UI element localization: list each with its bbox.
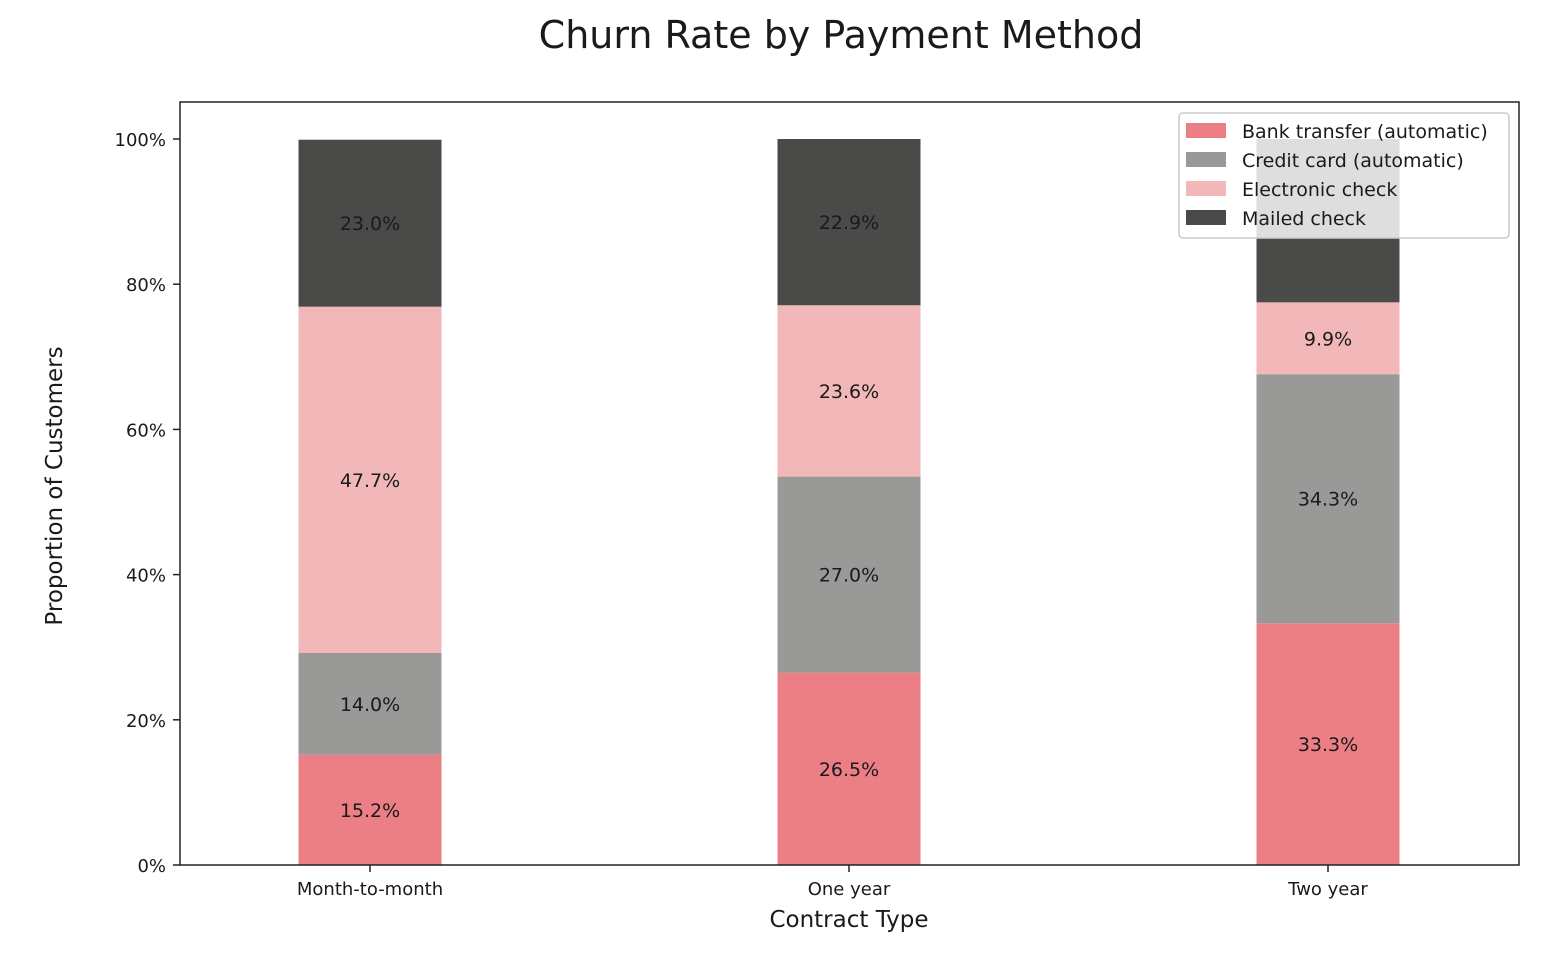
y-tick-label: 60% xyxy=(126,420,166,441)
y-tick-label: 40% xyxy=(126,566,166,587)
legend-swatch xyxy=(1186,181,1226,196)
bar-segment-one-year-0 xyxy=(777,672,921,865)
bar-segment-two-year-1 xyxy=(1256,374,1400,624)
y-axis-label: Proportion of Customers xyxy=(42,346,68,625)
legend-box xyxy=(1178,112,1510,239)
x-tick-label: Two year xyxy=(1287,879,1368,900)
chart-title: Churn Rate by Payment Method xyxy=(539,13,1144,57)
legend-swatch xyxy=(1186,123,1226,138)
bar-segment-month-to-month-3 xyxy=(298,139,442,307)
data-label: 23.6% xyxy=(819,381,879,403)
data-label: 9.9% xyxy=(1304,328,1352,350)
data-label: 15.2% xyxy=(340,800,400,822)
bar-segment-two-year-2 xyxy=(1256,302,1400,375)
bar-segment-month-to-month-1 xyxy=(298,653,442,755)
y-tick-label: 20% xyxy=(126,711,166,732)
legend-swatch xyxy=(1186,152,1226,167)
bar-segment-month-to-month-2 xyxy=(298,306,442,654)
legend-label: Bank transfer (automatic) xyxy=(1242,121,1488,143)
data-label: 14.0% xyxy=(340,694,400,716)
bar-segment-two-year-0 xyxy=(1256,623,1400,865)
legend: Bank transfer (automatic) Credit card (au… xyxy=(1178,112,1510,239)
data-label: 27.0% xyxy=(819,565,879,587)
legend-label: Electronic check xyxy=(1242,179,1397,201)
y-tick-label: 80% xyxy=(126,275,166,296)
plot-area: 15.2% 14.0% 47.7% 23.0% 26.5% 27.0% 23.6% 22.9%… xyxy=(115,101,1520,900)
legend-label: Credit card (automatic) xyxy=(1242,150,1464,172)
y-tick-label: 100% xyxy=(115,130,166,151)
data-label: 26.5% xyxy=(819,759,879,781)
data-label: 23.0% xyxy=(340,213,400,235)
data-label: 34.3% xyxy=(1298,489,1358,511)
bar-segment-month-to-month-0 xyxy=(298,754,442,865)
legend-label: Mailed check xyxy=(1242,208,1366,230)
data-label: 33.3% xyxy=(1298,734,1358,756)
x-tick-label: One year xyxy=(808,879,891,900)
bar-segment-one-year-1 xyxy=(777,476,921,673)
bar-segment-one-year-3 xyxy=(777,139,921,306)
data-label: 22.9% xyxy=(819,212,879,234)
x-axis-label: Contract Type xyxy=(769,907,928,933)
legend-swatch xyxy=(1186,210,1226,225)
data-label: 47.7% xyxy=(340,470,400,492)
bar-segment-one-year-2 xyxy=(777,305,921,477)
x-tick-label: Month-to-month xyxy=(297,879,443,900)
y-tick-label: 0% xyxy=(137,856,166,877)
